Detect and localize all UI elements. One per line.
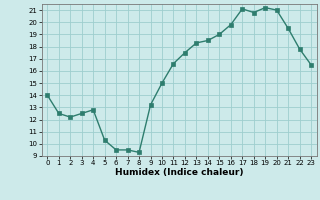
X-axis label: Humidex (Indice chaleur): Humidex (Indice chaleur) [115,168,244,177]
